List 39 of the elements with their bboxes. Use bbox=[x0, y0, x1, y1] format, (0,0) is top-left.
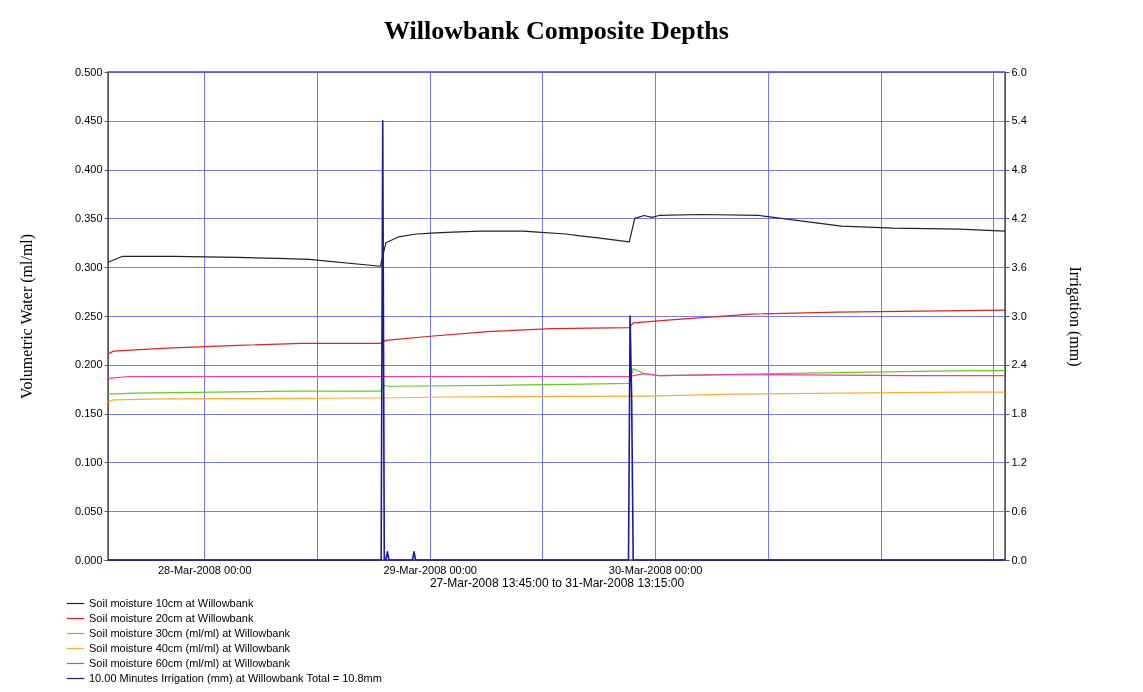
y2-tick-label: 0.0 bbox=[1011, 553, 1027, 566]
legend-label: Soil moisture 20cm at Willowbank bbox=[89, 611, 254, 624]
y-tick-label: 0.450 bbox=[74, 114, 103, 127]
y2-tick-label: 1.2 bbox=[1011, 455, 1027, 468]
y-tick-label: 0.050 bbox=[74, 504, 103, 517]
y2-tick-label: 3.6 bbox=[1011, 260, 1027, 273]
x-tick-label: 28-Mar-2008 00:00 bbox=[157, 563, 252, 576]
y2-tick-label: 4.2 bbox=[1011, 211, 1027, 224]
line-series bbox=[107, 309, 1006, 355]
line-series bbox=[107, 391, 1006, 403]
x-tick-label: 29-Mar-2008 00:00 bbox=[383, 563, 477, 576]
line-series bbox=[107, 213, 1006, 267]
y2-tick-label: 1.8 bbox=[1011, 407, 1027, 420]
y2-tick-label: 3.0 bbox=[1011, 309, 1027, 322]
x-axis-title: 27-Mar-2008 13:45:00 to 31-Mar-2008 13:15:00 bbox=[429, 575, 685, 590]
legend-label: Soil moisture 40cm (ml/ml) at Willowbank bbox=[89, 641, 291, 654]
legend-label: Soil moisture 10cm at Willowbank bbox=[89, 596, 254, 609]
y-tick-label: 0.350 bbox=[74, 211, 103, 224]
y-tick-label: 0.300 bbox=[74, 260, 103, 273]
y2-tick-label: 4.8 bbox=[1011, 163, 1027, 176]
y2-tick-label: 6.0 bbox=[1011, 65, 1027, 78]
y-tick-label: 0.400 bbox=[74, 163, 103, 176]
y2-tick-label: 0.6 bbox=[1011, 504, 1027, 517]
legend-label: Soil moisture 60cm (ml/ml) at Willowbank bbox=[89, 656, 291, 669]
x-tick-label: 30-Mar-2008 00:00 bbox=[608, 563, 703, 576]
chart-title: Willowbank Composite Depths bbox=[384, 16, 729, 45]
y2-tick-label: 5.4 bbox=[1011, 114, 1027, 127]
y-axis-title: Volumetric Water (ml/ml) bbox=[17, 233, 36, 400]
y-tick-label: 0.250 bbox=[74, 309, 103, 322]
y-tick-label: 0.200 bbox=[74, 358, 103, 371]
y2-tick-label: 2.4 bbox=[1011, 358, 1027, 371]
y-tick-label: 0.150 bbox=[74, 407, 103, 420]
y-tick-label: 0.000 bbox=[74, 553, 103, 566]
line-series bbox=[107, 368, 1006, 395]
y-tick-label: 0.100 bbox=[74, 455, 103, 468]
legend-label: 10.00 Minutes Irrigation (mm) at Willowbank Total = 10.8mm bbox=[89, 671, 382, 684]
y-tick-label: 0.500 bbox=[74, 65, 103, 78]
legend-label: Soil moisture 30cm (ml/ml) at Willowbank bbox=[89, 626, 291, 639]
y2-axis-title: Irrigation (mm) bbox=[1065, 266, 1084, 367]
